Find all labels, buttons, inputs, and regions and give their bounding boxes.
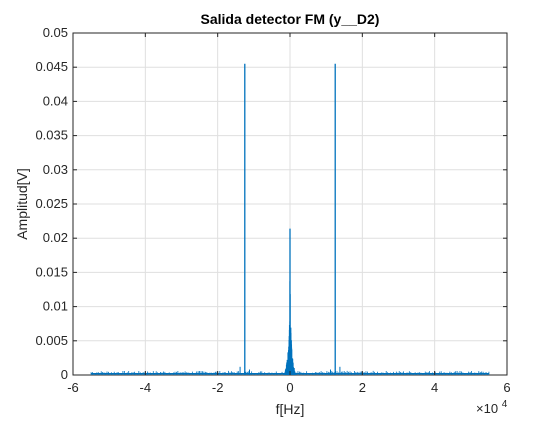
x-tick-label: -2 bbox=[212, 380, 224, 395]
x-tick-label: 0 bbox=[286, 380, 293, 395]
x-axis-exponent: ×10 4 bbox=[476, 399, 508, 416]
x-axis-exponent-base: ×10 bbox=[476, 401, 498, 416]
ticks: -6 -4 -2 0 2 4 6 0 0.005 0.01 0.015 0.02 0.025 0.03 0.… bbox=[35, 25, 510, 395]
x-tick-label: 6 bbox=[503, 380, 510, 395]
y-tick-label: 0.02 bbox=[43, 230, 68, 245]
x-tick-label: 2 bbox=[359, 380, 366, 395]
chart-title: Salida detector FM (y__D2) bbox=[201, 11, 380, 27]
x-tick-label: -6 bbox=[67, 380, 79, 395]
y-axis-label: Amplitud[V] bbox=[14, 168, 30, 240]
y-tick-label: 0.025 bbox=[35, 196, 68, 211]
y-tick-label: 0.035 bbox=[35, 128, 68, 143]
y-tick-label: 0.01 bbox=[43, 299, 68, 314]
y-tick-label: 0.05 bbox=[43, 25, 68, 40]
y-tick-label: 0 bbox=[61, 367, 68, 382]
x-axis-label: f[Hz] bbox=[276, 401, 305, 417]
y-tick-label: 0.04 bbox=[43, 93, 68, 108]
y-tick-label: 0.015 bbox=[35, 264, 68, 279]
x-tick-label: 4 bbox=[431, 380, 438, 395]
x-axis-exponent-power: 4 bbox=[502, 399, 508, 410]
y-tick-label: 0.045 bbox=[35, 59, 68, 74]
y-tick-label: 0.005 bbox=[35, 333, 68, 348]
y-tick-label: 0.03 bbox=[43, 162, 68, 177]
x-tick-label: -4 bbox=[140, 380, 152, 395]
